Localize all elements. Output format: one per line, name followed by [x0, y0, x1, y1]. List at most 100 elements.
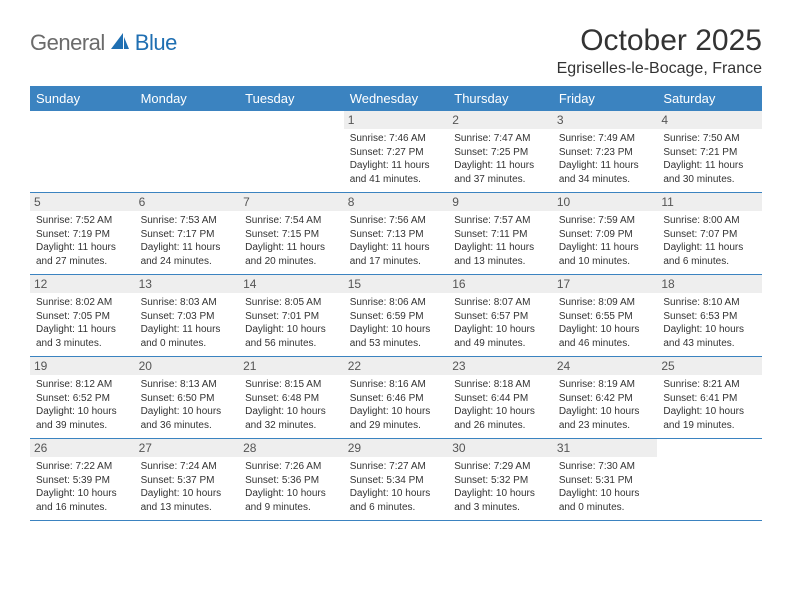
- brand-logo: General Blue: [30, 30, 177, 56]
- calendar-day-cell: 26 Sunrise: 7:22 AMSunset: 5:39 PMDayligh…: [30, 439, 135, 521]
- calendar-day-cell: 29 Sunrise: 7:27 AMSunset: 5:34 PMDayligh…: [344, 439, 449, 521]
- day-details: Sunrise: 8:02 AMSunset: 7:05 PMDaylight:…: [36, 296, 129, 350]
- weekday-header: Monday: [135, 86, 240, 111]
- day-number: 25: [657, 357, 762, 375]
- day-number: 18: [657, 275, 762, 293]
- day-number: 23: [448, 357, 553, 375]
- weekday-header: Friday: [553, 86, 658, 111]
- day-number: 19: [30, 357, 135, 375]
- calendar-day-cell: 2 Sunrise: 7:47 AMSunset: 7:25 PMDaylight…: [448, 111, 553, 193]
- sail-icon: [109, 31, 131, 56]
- calendar-day-cell: 10 Sunrise: 7:59 AMSunset: 7:09 PMDayligh…: [553, 193, 658, 275]
- title-block: October 2025 Egriselles-le-Bocage, Franc…: [557, 24, 762, 78]
- day-number: 26: [30, 439, 135, 457]
- calendar-day-cell: 14Sunrise: 8:05 AMSunset: 7:01 PMDayligh…: [239, 275, 344, 357]
- day-details: Sunrise: 8:00 AMSunset: 7:07 PMDaylight:…: [663, 214, 756, 268]
- weekday-header: Thursday: [448, 86, 553, 111]
- day-number: 6: [135, 193, 240, 211]
- day-details: Sunrise: 7:56 AMSunset: 7:13 PMDaylight:…: [350, 214, 443, 268]
- calendar-day-cell: 19 Sunrise: 8:12 AMSunset: 6:52 PMDayligh…: [30, 357, 135, 439]
- calendar-week-row: 1 Sunrise: 7:46 AMSunset: 7:27 PMDaylight…: [30, 111, 762, 193]
- calendar-day-cell: [657, 439, 762, 521]
- calendar-day-cell: 15Sunrise: 8:06 AMSunset: 6:59 PMDayligh…: [344, 275, 449, 357]
- calendar-day-cell: 18Sunrise: 8:10 AMSunset: 6:53 PMDayligh…: [657, 275, 762, 357]
- calendar-day-cell: 25 Sunrise: 8:21 AMSunset: 6:41 PMDayligh…: [657, 357, 762, 439]
- day-details: Sunrise: 7:47 AMSunset: 7:25 PMDaylight:…: [454, 132, 547, 186]
- day-number: 22: [344, 357, 449, 375]
- location: Egriselles-le-Bocage, France: [557, 60, 762, 78]
- weekday-header: Saturday: [657, 86, 762, 111]
- day-number: 10: [553, 193, 658, 211]
- calendar-week-row: 5 Sunrise: 7:52 AMSunset: 7:19 PMDaylight…: [30, 193, 762, 275]
- calendar-day-cell: 13 Sunrise: 8:03 AMSunset: 7:03 PMDayligh…: [135, 275, 240, 357]
- day-number: 11: [657, 193, 762, 211]
- day-number: 5: [30, 193, 135, 211]
- day-details: Sunrise: 8:09 AMSunset: 6:55 PMDaylight:…: [559, 296, 652, 350]
- calendar-day-cell: 1 Sunrise: 7:46 AMSunset: 7:27 PMDaylight…: [344, 111, 449, 193]
- calendar-day-cell: 6 Sunrise: 7:53 AMSunset: 7:17 PMDaylight…: [135, 193, 240, 275]
- day-number: 4: [657, 111, 762, 129]
- day-number: 27: [135, 439, 240, 457]
- day-number: 13: [135, 275, 240, 293]
- calendar-day-cell: 28 Sunrise: 7:26 AMSunset: 5:36 PMDayligh…: [239, 439, 344, 521]
- day-details: Sunrise: 7:49 AMSunset: 7:23 PMDaylight:…: [559, 132, 652, 186]
- day-number: 30: [448, 439, 553, 457]
- day-details: Sunrise: 7:30 AMSunset: 5:31 PMDaylight:…: [559, 460, 652, 514]
- calendar-day-cell: 27 Sunrise: 7:24 AMSunset: 5:37 PMDayligh…: [135, 439, 240, 521]
- day-details: Sunrise: 7:22 AMSunset: 5:39 PMDaylight:…: [36, 460, 129, 514]
- day-details: Sunrise: 8:19 AMSunset: 6:42 PMDaylight:…: [559, 378, 652, 432]
- day-details: Sunrise: 8:12 AMSunset: 6:52 PMDaylight:…: [36, 378, 129, 432]
- weekday-header-row: Sunday Monday Tuesday Wednesday Thursday…: [30, 86, 762, 111]
- day-number: 24: [553, 357, 658, 375]
- day-number: 31: [553, 439, 658, 457]
- day-details: Sunrise: 8:15 AMSunset: 6:48 PMDaylight:…: [245, 378, 338, 432]
- day-number: 20: [135, 357, 240, 375]
- day-details: Sunrise: 7:27 AMSunset: 5:34 PMDaylight:…: [350, 460, 443, 514]
- day-details: Sunrise: 8:06 AMSunset: 6:59 PMDaylight:…: [350, 296, 443, 350]
- calendar-day-cell: 9Sunrise: 7:57 AMSunset: 7:11 PMDaylight…: [448, 193, 553, 275]
- day-details: Sunrise: 7:50 AMSunset: 7:21 PMDaylight:…: [663, 132, 756, 186]
- day-details: Sunrise: 8:05 AMSunset: 7:01 PMDaylight:…: [245, 296, 338, 350]
- calendar-week-row: 19 Sunrise: 8:12 AMSunset: 6:52 PMDayligh…: [30, 357, 762, 439]
- day-details: Sunrise: 7:59 AMSunset: 7:09 PMDaylight:…: [559, 214, 652, 268]
- calendar-day-cell: 5 Sunrise: 7:52 AMSunset: 7:19 PMDaylight…: [30, 193, 135, 275]
- day-details: Sunrise: 7:26 AMSunset: 5:36 PMDaylight:…: [245, 460, 338, 514]
- calendar-day-cell: 30 Sunrise: 7:29 AMSunset: 5:32 PMDayligh…: [448, 439, 553, 521]
- calendar-table: Sunday Monday Tuesday Wednesday Thursday…: [30, 86, 762, 521]
- weekday-header: Wednesday: [344, 86, 449, 111]
- calendar-day-cell: 21Sunrise: 8:15 AMSunset: 6:48 PMDayligh…: [239, 357, 344, 439]
- day-details: Sunrise: 7:53 AMSunset: 7:17 PMDaylight:…: [141, 214, 234, 268]
- day-details: Sunrise: 7:46 AMSunset: 7:27 PMDaylight:…: [350, 132, 443, 186]
- day-details: Sunrise: 7:54 AMSunset: 7:15 PMDaylight:…: [245, 214, 338, 268]
- day-details: Sunrise: 8:21 AMSunset: 6:41 PMDaylight:…: [663, 378, 756, 432]
- day-details: Sunrise: 8:03 AMSunset: 7:03 PMDaylight:…: [141, 296, 234, 350]
- calendar-day-cell: 22Sunrise: 8:16 AMSunset: 6:46 PMDayligh…: [344, 357, 449, 439]
- header: General Blue October 2025 Egriselles-le-…: [30, 24, 762, 78]
- calendar-day-cell: 17 Sunrise: 8:09 AMSunset: 6:55 PMDayligh…: [553, 275, 658, 357]
- calendar-day-cell: 3Sunrise: 7:49 AMSunset: 7:23 PMDaylight…: [553, 111, 658, 193]
- day-number: 28: [239, 439, 344, 457]
- weekday-header: Sunday: [30, 86, 135, 111]
- day-details: Sunrise: 7:29 AMSunset: 5:32 PMDaylight:…: [454, 460, 547, 514]
- calendar-day-cell: [239, 111, 344, 193]
- calendar-day-cell: 4 Sunrise: 7:50 AMSunset: 7:21 PMDaylight…: [657, 111, 762, 193]
- calendar-day-cell: 23 Sunrise: 8:18 AMSunset: 6:44 PMDayligh…: [448, 357, 553, 439]
- brand-part1: General: [30, 30, 105, 56]
- day-number: 17: [553, 275, 658, 293]
- day-number: 1: [344, 111, 449, 129]
- day-number: 12: [30, 275, 135, 293]
- calendar-day-cell: 11 Sunrise: 8:00 AMSunset: 7:07 PMDayligh…: [657, 193, 762, 275]
- day-number: 7: [239, 193, 344, 211]
- calendar-day-cell: [135, 111, 240, 193]
- calendar-week-row: 26 Sunrise: 7:22 AMSunset: 5:39 PMDayligh…: [30, 439, 762, 521]
- day-number: 2: [448, 111, 553, 129]
- day-number: 9: [448, 193, 553, 211]
- calendar-body: 1 Sunrise: 7:46 AMSunset: 7:27 PMDaylight…: [30, 111, 762, 521]
- day-details: Sunrise: 8:18 AMSunset: 6:44 PMDaylight:…: [454, 378, 547, 432]
- day-details: Sunrise: 8:13 AMSunset: 6:50 PMDaylight:…: [141, 378, 234, 432]
- day-details: Sunrise: 7:52 AMSunset: 7:19 PMDaylight:…: [36, 214, 129, 268]
- day-details: Sunrise: 7:24 AMSunset: 5:37 PMDaylight:…: [141, 460, 234, 514]
- calendar-page: General Blue October 2025 Egriselles-le-…: [0, 0, 792, 612]
- day-number: 16: [448, 275, 553, 293]
- day-number: 29: [344, 439, 449, 457]
